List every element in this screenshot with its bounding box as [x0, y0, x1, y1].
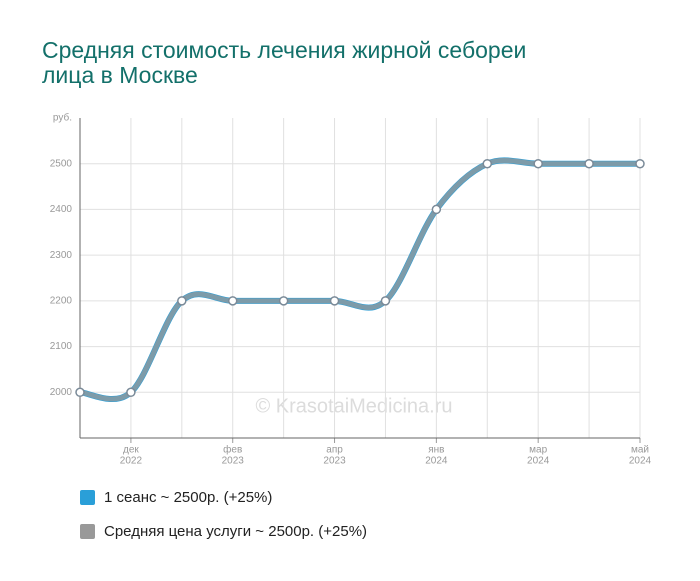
point [75, 387, 85, 398]
legend-swatch [80, 524, 95, 539]
point [431, 204, 442, 215]
point [278, 296, 289, 306]
chart-title: Средняя стоимость лечения жирной себореи [42, 37, 526, 63]
x-tick-label: 2022 [120, 456, 143, 467]
legend-label: Средняя цена услуги ~ 2500р. (+25%) [104, 523, 367, 540]
point [482, 158, 493, 169]
y-unit: руб. [53, 112, 72, 124]
watermark: © KrasotaiMedicina.ru [255, 395, 452, 417]
point [584, 158, 594, 169]
point [329, 296, 340, 306]
point [533, 158, 543, 169]
point [177, 296, 187, 306]
x-tick-label: 2024 [527, 456, 550, 467]
point [227, 296, 238, 306]
point [380, 296, 391, 306]
y-tick-label: 2500 [50, 158, 73, 169]
series-line [79, 157, 640, 402]
x-tick-label: мар [529, 445, 547, 456]
chart-title: лица в Москве [42, 62, 198, 88]
y-tick-label: 2100 [50, 341, 73, 352]
point [126, 387, 136, 398]
x-tick-label: апр [326, 445, 343, 456]
series-line [79, 157, 640, 402]
x-tick-label: фев [223, 444, 242, 456]
x-tick-label: 2023 [323, 456, 346, 467]
x-tick-label: янв [428, 445, 444, 456]
y-tick-label: 2200 [50, 295, 73, 306]
x-tick-label: 2024 [425, 456, 448, 467]
point [635, 158, 645, 169]
y-tick-label: 2400 [50, 204, 73, 215]
x-tick-label: май [631, 445, 649, 456]
legend-swatch [80, 490, 95, 505]
y-tick-label: 2300 [50, 250, 73, 261]
legend-label: 1 сеанс ~ 2500р. (+25%) [104, 489, 272, 506]
x-tick-label: 2023 [222, 456, 245, 467]
y-tick-label: 2000 [50, 387, 73, 398]
x-tick-label: дек [123, 445, 139, 456]
x-tick-label: 2024 [629, 456, 652, 467]
